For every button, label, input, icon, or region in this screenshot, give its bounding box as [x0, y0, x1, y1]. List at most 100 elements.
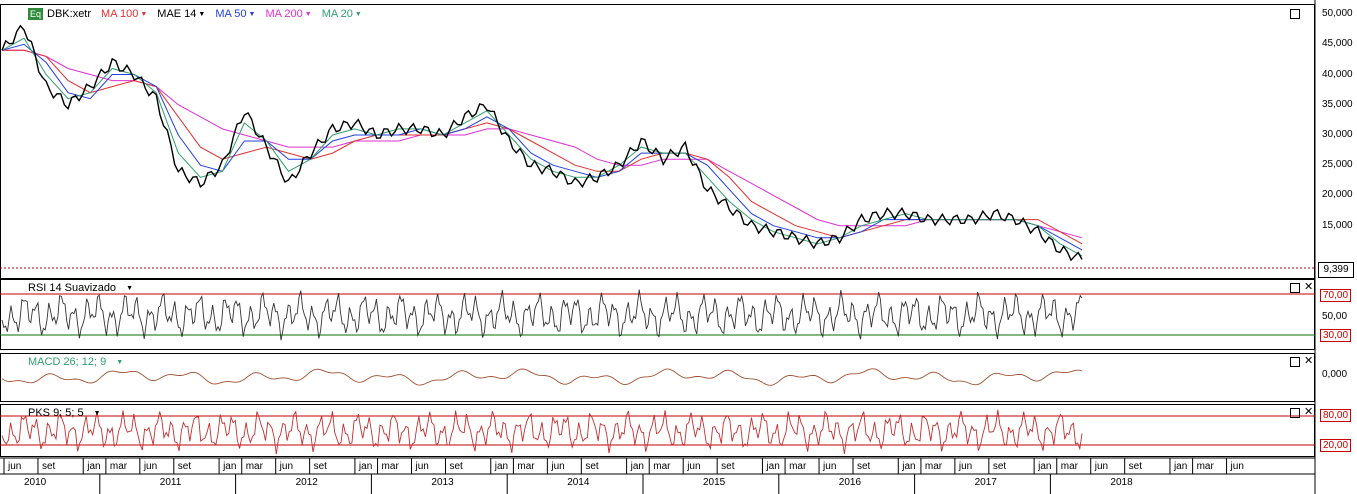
series-line-ma-100	[2, 49, 1083, 245]
symbol-label: DBK:xetr	[47, 8, 92, 20]
series-line-ma-20	[1, 37, 1083, 257]
year-label: 2018	[1110, 477, 1133, 488]
pks-legend[interactable]: PKS 9; 5; 5 ▼	[28, 407, 101, 419]
indicator-label: MA 200	[265, 8, 303, 20]
month-label: jan	[87, 461, 101, 472]
last-price-label: 9,399	[1318, 262, 1354, 278]
month-label: set	[177, 461, 192, 472]
maximize-rsi-icon[interactable]	[1290, 283, 1300, 293]
year-label: 2012	[295, 477, 318, 488]
month-label: jan	[902, 461, 916, 472]
symbol-selector[interactable]: Eq DBK:xetr	[28, 8, 91, 20]
price-tick-label: 40,000	[1322, 68, 1353, 80]
month-label: set	[857, 461, 871, 472]
pks-level-80: 80,00	[1320, 409, 1352, 422]
year-label: 2017	[974, 477, 997, 488]
month-label: set	[449, 461, 463, 472]
month-label: mar	[381, 461, 399, 472]
month-label: set	[1128, 461, 1143, 472]
chevron-down-icon: ▼	[304, 10, 312, 18]
indicator-ma-20[interactable]: MA 20 ▼	[322, 8, 362, 20]
month-label: jan	[1173, 461, 1188, 472]
pks-panel-frame	[0, 404, 1315, 457]
chevron-down-icon: ▼	[198, 10, 206, 18]
month-label: set	[41, 461, 56, 472]
pks-level-20: 20,00	[1320, 439, 1352, 452]
price-tick-label: 15,000	[1322, 219, 1353, 231]
indicator-label: MAE 14	[157, 8, 197, 20]
macd-legend[interactable]: MACD 26; 12; 9 ▼	[28, 356, 123, 368]
price-tick-label: 50,000	[1322, 8, 1353, 20]
month-label: jun	[279, 461, 294, 472]
month-label: jan	[494, 461, 509, 472]
macd-label: MACD 26; 12; 9	[28, 356, 107, 368]
maximize-main-icon[interactable]	[1290, 9, 1300, 19]
close-pks-icon[interactable]: ✕	[1304, 406, 1314, 418]
month-label: jan	[358, 461, 373, 472]
rsi-line	[1, 289, 1083, 341]
month-label: set	[721, 461, 735, 472]
series-line-ma-50	[1, 43, 1083, 251]
indicator-label: MA 50	[215, 8, 247, 20]
month-label: jun	[551, 461, 565, 472]
macd-line	[1, 368, 1083, 386]
month-label: mar	[109, 461, 128, 472]
close-macd-icon[interactable]: ✕	[1304, 355, 1314, 367]
chevron-down-icon: ▼	[93, 409, 101, 417]
chevron-down-icon: ▼	[126, 284, 133, 292]
indicator-mae-14[interactable]: MAE 14 ▼	[157, 8, 205, 20]
rsi-label: RSI 14 Suavizado	[28, 282, 117, 294]
month-label: mar	[924, 461, 943, 472]
maximize-pks-icon[interactable]	[1290, 408, 1300, 418]
rsi-panel-frame	[0, 279, 1315, 350]
chevron-down-icon: ▼	[116, 358, 124, 366]
month-label: jun	[415, 461, 429, 472]
series-line-dbk-xetr	[1, 24, 1083, 262]
close-rsi-icon[interactable]: ✕	[1304, 281, 1314, 293]
month-label: set	[992, 461, 1007, 472]
equity-badge: Eq	[28, 8, 44, 20]
year-label: 2016	[838, 477, 862, 488]
indicator-ma-100[interactable]: MA 100 ▼	[101, 8, 147, 20]
month-label: jan	[1038, 461, 1052, 472]
month-label: jun	[8, 461, 22, 472]
month-label: jun	[823, 461, 837, 472]
month-label: set	[585, 461, 599, 472]
price-tick-label: 35,000	[1322, 98, 1353, 110]
year-label: 2010	[24, 477, 47, 488]
price-tick-label: 25,000	[1322, 159, 1353, 171]
month-label: mar	[789, 461, 807, 472]
year-label: 2014	[567, 477, 590, 488]
maximize-macd-icon[interactable]	[1290, 357, 1300, 367]
indicator-ma-50[interactable]: MA 50 ▼	[215, 8, 255, 20]
price-tick-label: 45,000	[1322, 38, 1353, 50]
month-label: jan	[630, 461, 644, 472]
chevron-down-icon: ▼	[248, 10, 256, 18]
month-label: jun	[143, 461, 158, 472]
chevron-down-icon: ▼	[354, 10, 362, 18]
rsi-level-50: 50,00	[1322, 311, 1348, 322]
month-label: jun	[687, 461, 701, 472]
chevron-down-icon: ▼	[140, 10, 148, 18]
rsi-level-70: 70,00	[1320, 289, 1352, 302]
month-label: set	[313, 461, 327, 472]
series-line-ma-200	[2, 49, 1083, 239]
month-label: mar	[1060, 461, 1078, 472]
price-tick-label: 20,000	[1322, 189, 1353, 201]
main-panel-frame	[0, 4, 1315, 279]
month-label: jun	[1230, 461, 1244, 472]
rsi-legend[interactable]: RSI 14 Suavizado ▼	[28, 282, 133, 294]
pks-label: PKS 9; 5; 5	[28, 407, 84, 419]
year-label: 2013	[431, 477, 454, 488]
price-tick-label: 30,000	[1322, 128, 1353, 140]
indicator-label: MA 20	[321, 8, 353, 20]
month-label: mar	[1196, 461, 1214, 472]
month-label: mar	[653, 461, 671, 472]
indicator-ma-200[interactable]: MA 200 ▼	[265, 8, 311, 20]
macd-level-0: 0,000	[1322, 369, 1348, 380]
pks-line	[1, 409, 1083, 455]
main-legend: Eq DBK:xetr MA 100 ▼ MAE 14 ▼ MA 50 ▼ MA 200 ▼ M…	[28, 8, 362, 20]
year-label: 2015	[703, 477, 726, 488]
month-label: mar	[517, 461, 535, 472]
